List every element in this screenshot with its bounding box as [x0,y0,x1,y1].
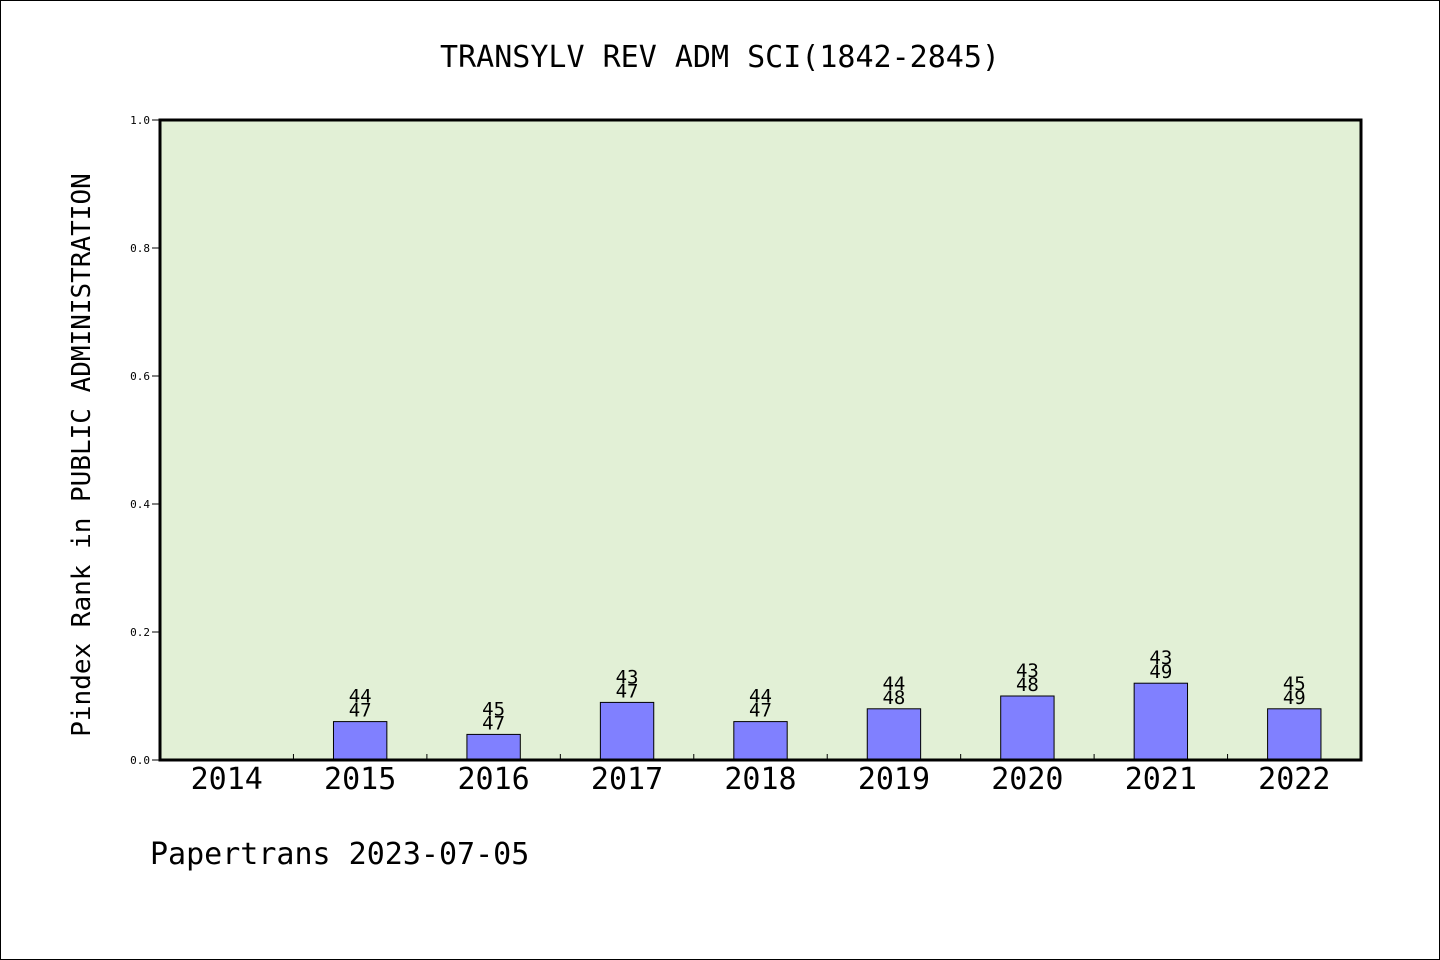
x-tick-label-2020: 2020 [991,762,1063,797]
x-tick-label-2019: 2019 [858,762,930,797]
chart-title: TRANSYLV REV ADM SCI(1842-2845) [440,40,1000,75]
x-axis-ticks: 2014 2015 2016 2017 2018 2019 2020 2021 2022 [191,754,1330,797]
plot-border [158,118,1363,762]
bar-2021 [1133,682,1189,761]
footer-credit: Papertrans 2023-07-05 [150,837,529,872]
bar-2015 [332,721,388,761]
y-axis-label: Pindex Rank in PUBLIC ADMINISTRATION [67,173,97,737]
x-tick-label-2015: 2015 [324,762,396,797]
y-tick-label-0.0: 0.0 [130,754,150,767]
bar-2022 [1267,708,1322,761]
x-tick-label-2016: 2016 [457,762,529,797]
bar-label-bottom-2021: 49 [1149,661,1172,683]
bar-2020 [1000,695,1055,761]
bar-label-top-2016: 45 [482,698,505,720]
x-tick-label-2014: 2014 [191,762,263,797]
y-axis-ticks: 0.0 0.2 0.4 0.6 0.8 1.0 [130,114,160,767]
y-tick-label-0.4: 0.4 [130,498,150,511]
bar-label-bottom-2017: 47 [616,680,639,702]
x-tick-label-2018: 2018 [724,762,796,797]
x-tick-label-2017: 2017 [591,762,663,797]
bar-label-bottom-2016: 47 [482,712,505,734]
y-tick-label-0.8: 0.8 [130,242,150,255]
bar-label-top-2017: 43 [616,666,639,688]
x-tick-label-2021: 2021 [1125,762,1197,797]
bar-label-top-2021: 43 [1149,647,1172,669]
bar-label-top-2022: 45 [1283,673,1306,695]
bar-label-bottom-2019: 48 [882,687,905,709]
y-tick-label-0.2: 0.2 [130,626,150,639]
bar-2016 [466,733,521,761]
x-tick-label-2022: 2022 [1258,762,1330,797]
bar-label-bottom-2015: 47 [349,700,372,722]
bar-2018 [733,721,788,761]
bars-group [332,682,1322,761]
bar-2017 [599,701,655,761]
bar-label-top-2019: 44 [882,673,905,695]
y-tick-label-0.6: 0.6 [130,370,150,383]
bar-2019 [866,708,922,761]
bar-label-bottom-2020: 48 [1016,674,1039,696]
plot-area [160,120,1361,760]
bar-label-top-2015: 44 [349,686,372,708]
y-tick-label-1.0: 1.0 [130,114,150,127]
bar-label-bottom-2018: 47 [749,700,772,722]
bar-label-top-2018: 44 [749,686,772,708]
bar-label-top-2020: 43 [1016,660,1039,682]
bar-label-bottom-2022: 49 [1283,687,1306,709]
